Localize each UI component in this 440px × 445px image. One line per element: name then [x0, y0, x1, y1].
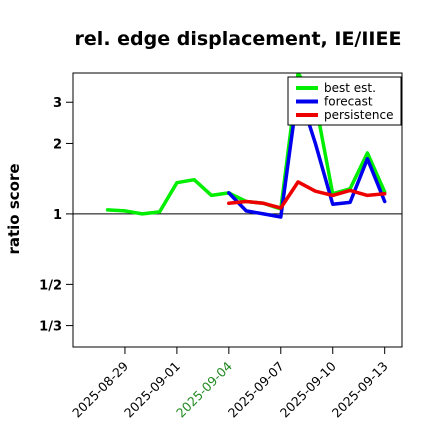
x-tick-label: 2025-09-13 [329, 359, 391, 421]
y-tick-label: 1 [53, 208, 62, 223]
plot-frame [72, 72, 403, 348]
legend-label: forecast [324, 95, 373, 109]
legend-label: best est. [324, 81, 376, 95]
y-tick-label: 1/2 [39, 278, 62, 293]
y-tick-label: 1/3 [39, 320, 62, 335]
chart-title: rel. edge displacement, IE/IIEE [75, 28, 402, 50]
y-axis-label: ratio score [5, 163, 23, 254]
y-tick-label: 3 [53, 96, 62, 111]
series-line-persistence [227, 180, 387, 210]
legend-label: persistence [324, 108, 393, 122]
y-tick-label: 2 [53, 137, 62, 152]
